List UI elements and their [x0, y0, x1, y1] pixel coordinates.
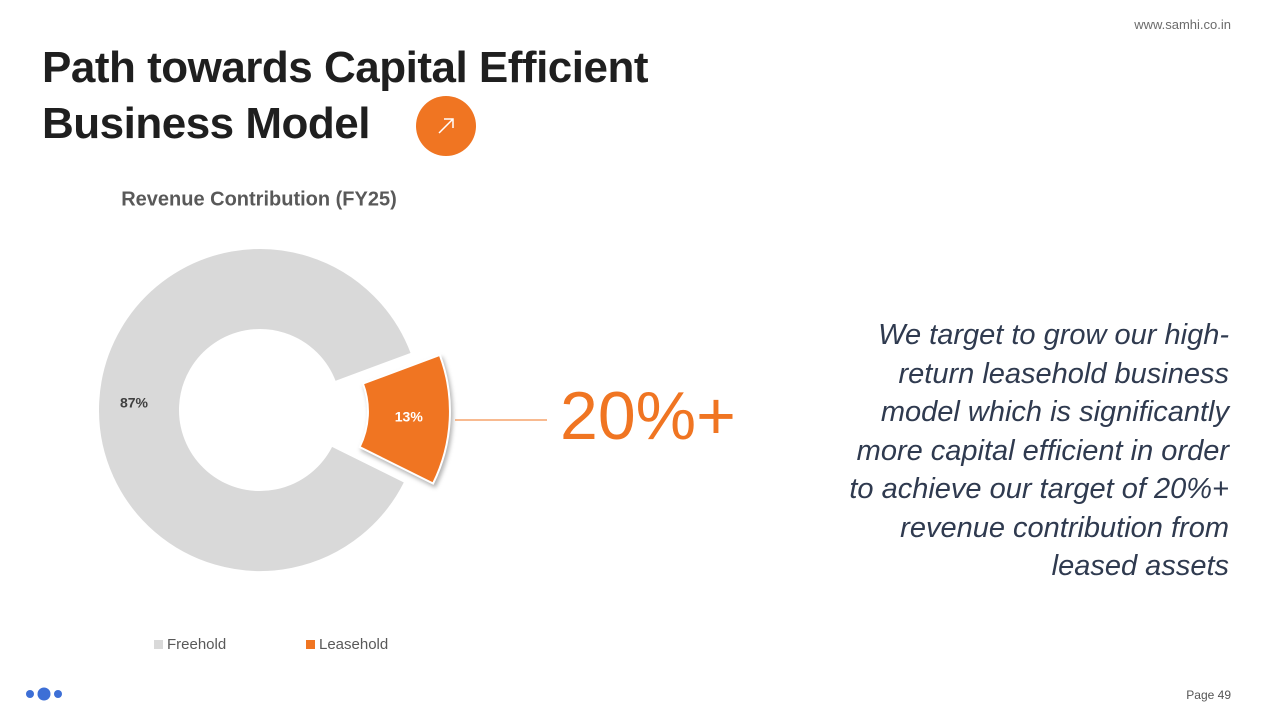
legend-swatch — [154, 640, 163, 649]
legend-label: Freehold — [167, 636, 226, 653]
body-line: return leasehold business — [898, 357, 1229, 390]
chart-title: Revenue Contribution (FY25) — [121, 188, 397, 210]
legend-label: Leasehold — [319, 636, 388, 653]
website: www.samhi.co.in — [1134, 17, 1231, 32]
donut-segment — [358, 353, 451, 485]
logo-dots — [26, 687, 62, 701]
body-line: model which is significantly — [880, 396, 1229, 428]
data-label: 87% — [120, 395, 149, 411]
donut-segment — [97, 247, 414, 574]
body-text: We target to grow our high-return leaseh… — [769, 316, 1229, 586]
callout: 20%+ — [560, 378, 736, 454]
body-line: more capital efficient in order — [856, 434, 1229, 467]
body-line: leased assets — [1051, 550, 1229, 582]
body-line: We target to grow our high- — [878, 319, 1229, 351]
page-number: Page 49 — [1186, 688, 1231, 702]
slide-title: Path towards Capital Efficient Business … — [42, 40, 648, 152]
arrow-icon — [416, 96, 476, 156]
body-line: to achieve our target of 20%+ — [849, 473, 1229, 505]
data-label: 13% — [395, 409, 424, 425]
body-line: revenue contribution from — [900, 511, 1229, 544]
donut: 87% 13% — [97, 247, 451, 574]
title-line: Business Model — [42, 99, 370, 148]
title-line: Path towards Capital Efficient — [42, 43, 648, 92]
legend-swatch — [306, 640, 315, 649]
